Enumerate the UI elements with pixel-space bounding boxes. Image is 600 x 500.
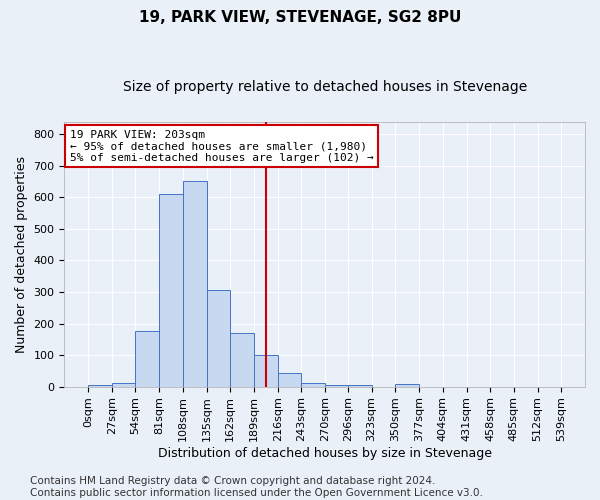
Bar (301, 382, 325, 386)
Bar (325, 384, 349, 386)
Bar (348, 385, 371, 386)
Bar (136, 332, 159, 386)
Text: 19 PARK VIEW: 203sqm
← 95% of detached houses are smaller (1,980)
5% of semi-det: 19 PARK VIEW: 203sqm ← 95% of detached h… (70, 130, 373, 162)
Bar (395, 384, 419, 386)
Bar (183, 181, 206, 386)
Bar (88, 384, 112, 386)
Y-axis label: Number of detached properties: Number of detached properties (15, 156, 28, 352)
Bar (230, 333, 254, 386)
Bar (159, 194, 183, 386)
Bar (278, 373, 301, 386)
X-axis label: Distribution of detached houses by size in Stevenage: Distribution of detached houses by size … (158, 447, 492, 460)
Text: Contains HM Land Registry data © Crown copyright and database right 2024.
Contai: Contains HM Land Registry data © Crown c… (30, 476, 483, 498)
Title: Size of property relative to detached houses in Stevenage: Size of property relative to detached ho… (122, 80, 527, 94)
Bar (254, 355, 278, 386)
Bar (112, 383, 136, 386)
Bar (206, 290, 230, 386)
Text: 19, PARK VIEW, STEVENAGE, SG2 8PU: 19, PARK VIEW, STEVENAGE, SG2 8PU (139, 10, 461, 25)
